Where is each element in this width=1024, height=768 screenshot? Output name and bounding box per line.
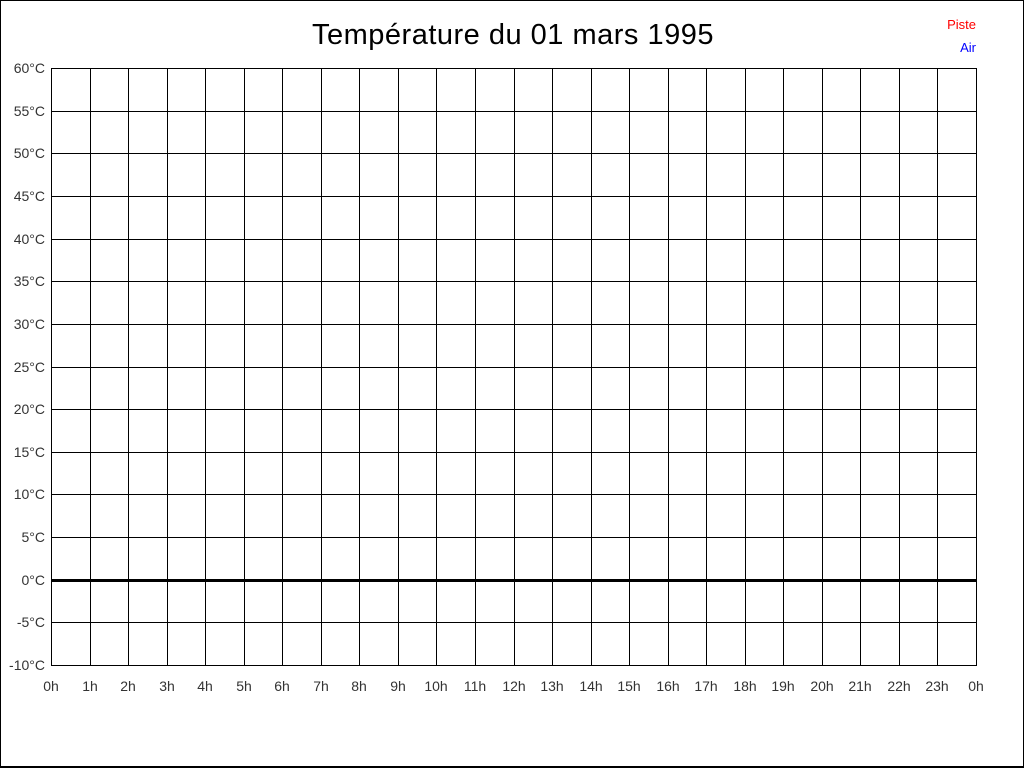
x-tick-label: 6h (274, 678, 290, 694)
plot-area (51, 68, 977, 666)
x-tick-label: 16h (656, 678, 680, 694)
y-tick-label: -5°C (16, 614, 45, 630)
x-tick-label: 3h (159, 678, 175, 694)
y-tick-label: 60°C (13, 60, 45, 76)
x-tick-label: 11h (463, 678, 487, 694)
chart-title: Température du 01 mars 1995 (312, 19, 714, 51)
grid-line-horizontal (51, 452, 977, 453)
x-tick-label: 19h (771, 678, 795, 694)
y-tick-label: 45°C (13, 188, 45, 204)
grid-line-horizontal (51, 68, 977, 69)
grid-line-horizontal (51, 409, 977, 410)
grid-line-horizontal (51, 622, 977, 623)
x-tick-label: 17h (694, 678, 718, 694)
x-tick-label: 10h (424, 678, 448, 694)
x-tick-label: 14h (579, 678, 603, 694)
y-tick-label: 40°C (13, 231, 45, 247)
y-tick-label: 55°C (13, 103, 45, 119)
grid-line-horizontal (51, 537, 977, 538)
y-tick-label: 10°C (13, 486, 45, 502)
grid-line-horizontal (51, 239, 977, 240)
x-tick-label: 15h (617, 678, 641, 694)
x-tick-label: 21h (848, 678, 872, 694)
x-tick-label: 12h (502, 678, 526, 694)
grid-line-horizontal (51, 111, 977, 112)
grid-line-horizontal (51, 281, 977, 282)
grid-line-horizontal (51, 494, 977, 495)
legend-item-piste: Piste (947, 17, 976, 32)
x-tick-label: 9h (390, 678, 406, 694)
y-tick-label: 5°C (21, 529, 46, 545)
y-tick-label: 25°C (13, 359, 45, 375)
x-tick-label: 18h (733, 678, 757, 694)
y-tick-label: 15°C (13, 444, 45, 460)
x-tick-label: 13h (540, 678, 564, 694)
y-tick-label: -10°C (9, 657, 45, 673)
x-tick-label: 2h (120, 678, 136, 694)
x-tick-label: 8h (351, 678, 367, 694)
x-tick-label: 5h (236, 678, 252, 694)
x-tick-label: 23h (925, 678, 949, 694)
x-tick-label: 0h (968, 678, 984, 694)
y-tick-label: 20°C (13, 401, 45, 417)
y-tick-label: 0°C (21, 572, 46, 588)
x-tick-label: 0h (43, 678, 59, 694)
x-tick-label: 20h (810, 678, 834, 694)
grid-line-horizontal (51, 196, 977, 197)
x-tick-label: 22h (887, 678, 911, 694)
legend-item-air: Air (960, 40, 976, 55)
y-tick-label: 50°C (13, 145, 45, 161)
legend: Piste Air (947, 13, 976, 59)
grid-line-horizontal (51, 665, 977, 666)
y-tick-label: 35°C (13, 273, 45, 289)
x-tick-label: 1h (82, 678, 98, 694)
y-tick-label: 30°C (13, 316, 45, 332)
x-tick-label: 7h (313, 678, 329, 694)
grid-line-horizontal (51, 324, 977, 325)
grid-line-horizontal (51, 153, 977, 154)
grid-line-horizontal (51, 367, 977, 368)
zero-baseline (51, 579, 977, 582)
x-tick-label: 4h (197, 678, 213, 694)
